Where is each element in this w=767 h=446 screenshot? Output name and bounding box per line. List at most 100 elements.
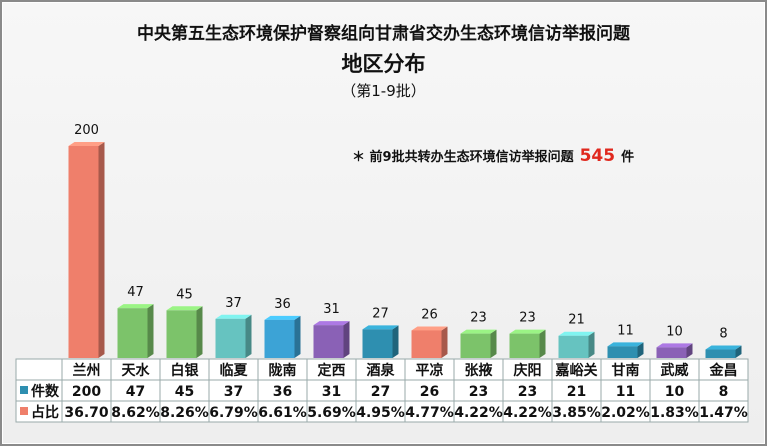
data-label: 10 xyxy=(666,324,683,339)
category-label: 甘南 xyxy=(612,362,640,379)
percent-cell: 8.62% xyxy=(111,405,160,421)
percent-cell: 1.47% xyxy=(699,405,748,421)
data-label: 200 xyxy=(74,123,99,138)
count-cell: 45 xyxy=(175,384,194,400)
bar-top xyxy=(215,314,252,319)
data-label: 27 xyxy=(372,306,389,321)
total-note: ＊ 前9批共转办生态环境信访举报问题 545 件 xyxy=(352,146,634,166)
bar xyxy=(215,318,246,358)
bar-side xyxy=(294,315,301,358)
category-label: 张掖 xyxy=(465,362,494,379)
bar xyxy=(509,333,540,358)
count-cell: 37 xyxy=(224,384,243,400)
bar-side xyxy=(637,342,644,358)
bar-side xyxy=(196,306,203,358)
bar-top xyxy=(509,329,546,334)
note-suffix: 件 xyxy=(621,150,635,165)
data-label: 8 xyxy=(719,327,727,342)
count-cell: 21 xyxy=(567,384,586,400)
bar-side xyxy=(441,326,448,358)
bar-side xyxy=(686,343,693,358)
note-total: 545 xyxy=(579,146,616,166)
bar-top xyxy=(166,306,203,311)
percent-cell: 4.22% xyxy=(503,405,552,421)
count-cell: 200 xyxy=(72,384,101,400)
legend-key xyxy=(20,407,28,415)
count-cell: 47 xyxy=(126,384,145,400)
percent-cell: 6.61% xyxy=(258,405,307,421)
category-label: 陇南 xyxy=(269,362,297,379)
bar-side xyxy=(343,321,350,358)
count-cell: 10 xyxy=(665,384,685,400)
bar-side xyxy=(735,345,742,358)
category-label: 天水 xyxy=(122,362,151,379)
percent-cell: 3.85% xyxy=(552,405,601,421)
data-label: 31 xyxy=(323,302,340,317)
category-label: 临夏 xyxy=(220,362,249,379)
legend-key xyxy=(20,386,28,394)
bar-top xyxy=(264,315,301,320)
bar xyxy=(558,335,589,358)
count-cell: 31 xyxy=(322,384,341,400)
bar-side xyxy=(98,142,105,358)
count-cell: 36 xyxy=(273,384,292,400)
data-label: 37 xyxy=(225,296,242,311)
data-label: 36 xyxy=(274,297,291,312)
percent-cell: 4.77% xyxy=(405,405,454,421)
category-label: 白银 xyxy=(171,362,200,379)
bar-top xyxy=(313,321,350,326)
bar xyxy=(313,325,344,358)
bar-side xyxy=(147,304,154,358)
data-label: 23 xyxy=(519,311,536,326)
percent-cell: 4.95% xyxy=(356,405,405,421)
bar-side xyxy=(588,331,595,358)
legend-label: 件数 xyxy=(31,383,60,400)
count-cell: 8 xyxy=(719,384,729,400)
bar xyxy=(656,347,687,358)
category-label: 嘉峪关 xyxy=(555,362,598,379)
category-label: 平凉 xyxy=(416,362,444,379)
bar xyxy=(705,349,736,358)
percent-cell: 5.69% xyxy=(307,405,356,421)
data-label: 21 xyxy=(568,313,585,328)
bar xyxy=(166,310,197,358)
bar xyxy=(607,346,638,358)
category-label: 兰州 xyxy=(73,362,101,379)
bar-top xyxy=(460,329,497,334)
bar-top xyxy=(656,343,693,348)
bar xyxy=(362,329,393,358)
percent-cell: 2.02% xyxy=(601,405,650,421)
chart-period: （第1-9批） xyxy=(341,82,426,100)
data-label: 45 xyxy=(176,287,193,302)
data-label: 26 xyxy=(421,307,438,322)
chart-title: 中央第五生态环境保护督察组向甘肃省交办生态环境信访举报问题 xyxy=(137,24,630,44)
bar-top xyxy=(117,304,154,309)
bar xyxy=(264,319,295,358)
bar xyxy=(411,330,442,358)
bar-top xyxy=(558,331,595,336)
count-cell: 26 xyxy=(420,384,439,400)
bar-side xyxy=(490,329,497,358)
percent-cell: 36.70 xyxy=(64,405,109,421)
category-label: 武威 xyxy=(661,362,689,379)
percent-cell: 6.79% xyxy=(209,405,258,421)
percent-cell: 8.26% xyxy=(160,405,209,421)
legend-label: 占比 xyxy=(31,404,59,421)
count-cell: 11 xyxy=(616,384,635,400)
note-prefix: ＊ 前9批共转办生态环境信访举报问题 xyxy=(352,150,574,165)
data-label: 47 xyxy=(127,285,144,300)
bar-top xyxy=(607,342,644,347)
category-label: 庆阳 xyxy=(514,362,542,379)
data-table xyxy=(15,358,749,423)
category-label: 金昌 xyxy=(709,362,738,379)
chart-subtitle: 地区分布 xyxy=(341,52,426,76)
bar-top xyxy=(362,325,399,330)
count-cell: 23 xyxy=(518,384,537,400)
bar-top xyxy=(705,345,742,350)
data-label: 11 xyxy=(617,323,634,338)
bar-side xyxy=(392,325,399,358)
bar xyxy=(117,308,148,358)
category-label: 酒泉 xyxy=(367,362,396,379)
bar-top xyxy=(68,142,105,146)
